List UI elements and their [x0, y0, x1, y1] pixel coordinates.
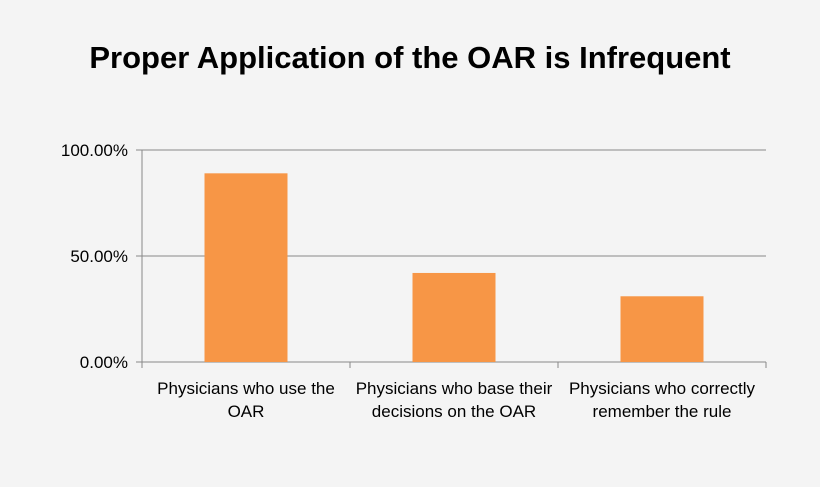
axes	[141, 150, 767, 368]
x-tick-label-0: Physicians who use the OAR	[157, 379, 335, 421]
bar-1	[412, 272, 496, 362]
chart-title: Proper Application of the OAR is Infrequ…	[89, 40, 731, 75]
x-tick-label-2: Physicians who correctly remember the ru…	[568, 379, 756, 421]
bars	[204, 173, 704, 362]
y-tick-label-2: 100.00%	[61, 141, 128, 160]
y-tick-label-0: 0.00%	[80, 353, 128, 372]
bar-0	[204, 173, 288, 362]
bar-2	[620, 296, 704, 362]
y-tick-label-1: 50.00%	[70, 247, 128, 266]
x-tick-label-1: Physicians who base their decisions on t…	[355, 379, 553, 421]
y-tick-labels: 0.00% 50.00% 100.00%	[61, 141, 128, 372]
